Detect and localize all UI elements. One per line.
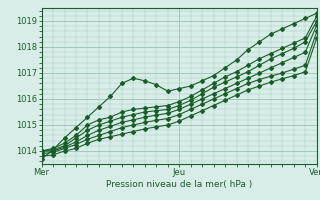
X-axis label: Pression niveau de la mer( hPa ): Pression niveau de la mer( hPa ): [106, 180, 252, 189]
